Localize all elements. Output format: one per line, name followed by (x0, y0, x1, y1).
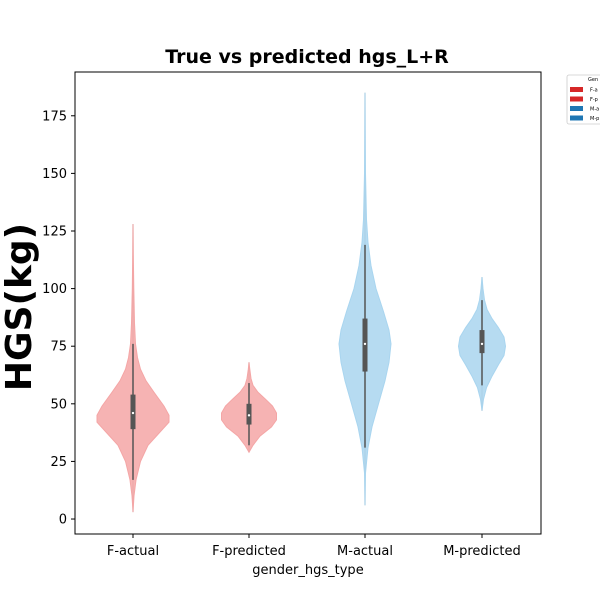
violin-F-predicted (221, 362, 277, 454)
violin-M-predicted (457, 277, 507, 411)
legend: Gen F-a F-p M-a M-p (566, 74, 600, 125)
x-tick-label: F-actual (107, 544, 159, 559)
plot-frame (74, 71, 542, 535)
y-axis-label: HGS(kg) (0, 223, 40, 391)
y-tick-label: 150 (42, 167, 67, 182)
y-tick-label: 25 (50, 455, 67, 470)
y-tick-label: 50 (50, 397, 67, 412)
legend-label: M-a (590, 107, 599, 113)
chart-title: True vs predicted hgs_L+R (165, 46, 449, 68)
x-tick-label: M-actual (337, 544, 393, 559)
x-tick-label: M-predicted (443, 544, 521, 559)
median-point (363, 342, 367, 346)
median-point (247, 414, 251, 417)
legend-label: M-p (590, 116, 599, 122)
legend-swatch (570, 106, 583, 111)
legend-swatch (570, 96, 583, 102)
legend-swatch (570, 87, 583, 92)
y-tick-label: 100 (42, 282, 67, 297)
y-tick-label: 0 (59, 513, 67, 528)
legend-label: F-a (590, 88, 598, 94)
median-point (131, 411, 135, 415)
y-tick-label: 125 (42, 224, 67, 239)
x-axis-label: gender_hgs_type (252, 563, 363, 578)
violin-M-actual (338, 92, 392, 506)
legend-label: F-p (590, 97, 598, 103)
legend-title: Gen (588, 77, 598, 83)
x-tick-label: F-predicted (212, 544, 286, 559)
y-tick-label: 175 (42, 109, 67, 124)
iqr-box (479, 330, 485, 354)
violin-layer (96, 92, 507, 513)
legend-swatch (570, 115, 583, 121)
y-axis: 0 25 50 75 100 125 150 175 (42, 109, 75, 528)
y-tick-label: 75 (50, 340, 67, 355)
x-axis: F-actual F-predicted M-actual M-predicted (107, 534, 521, 559)
violin-F-actual (96, 224, 170, 513)
median-point (480, 342, 484, 346)
